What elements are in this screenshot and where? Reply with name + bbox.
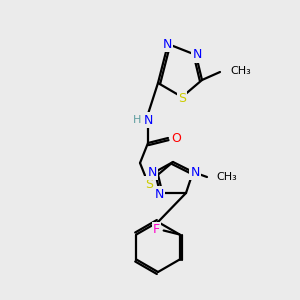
Text: CH₃: CH₃	[216, 172, 237, 182]
Text: CH₃: CH₃	[230, 66, 251, 76]
Text: N: N	[190, 166, 200, 178]
Text: N: N	[147, 166, 157, 178]
Text: H: H	[133, 115, 141, 125]
Text: O: O	[171, 131, 181, 145]
Text: F: F	[153, 223, 160, 236]
Text: N: N	[143, 113, 153, 127]
Text: S: S	[145, 178, 153, 190]
Text: S: S	[178, 92, 186, 104]
Text: N: N	[154, 188, 164, 200]
Text: N: N	[162, 38, 172, 50]
Text: N: N	[192, 49, 202, 62]
